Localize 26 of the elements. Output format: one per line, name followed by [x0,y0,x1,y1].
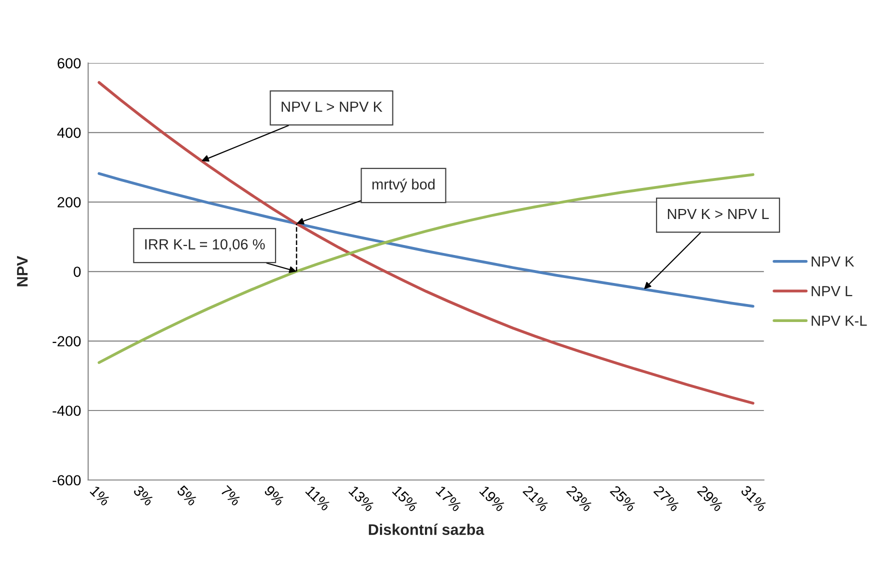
y-tick-label: -200 [52,336,81,346]
x-tick-label: 15% [392,485,419,512]
y-tick-label: 400 [57,128,81,138]
x-tick-label: 3% [132,484,154,506]
annotation: mrtvý bod [372,178,435,192]
x-tick-label: 9% [264,484,286,506]
y-axis-title: NPV [17,256,28,286]
legend-label: NPV K [812,256,854,266]
x-tick-label: 5% [176,484,198,506]
x-axis-title: Diskontní sazba [368,524,484,536]
x-tick-label: 13% [348,485,376,512]
annotation: NPV K > NPV L [668,208,769,219]
x-tick-label: 1% [90,485,111,506]
y-tick-label: -600 [52,475,81,486]
annotation: NPV L > NPV K [282,102,382,112]
x-tick-label: 17% [436,485,462,512]
y-tick-label: 0 [74,266,81,277]
x-tick-label: 11% [305,485,332,512]
y-tick-label: -400 [52,406,81,416]
annotation: IRR K-L = 10,06 % [145,239,265,252]
y-tick-label: 200 [58,197,81,208]
legend-label: NPV L [812,286,852,296]
legend-label: NPV K-L [812,316,867,326]
x-tick-label: 7% [220,485,242,506]
x-tick-label: 19% [479,485,506,512]
y-tick-label: 600 [58,58,81,68]
